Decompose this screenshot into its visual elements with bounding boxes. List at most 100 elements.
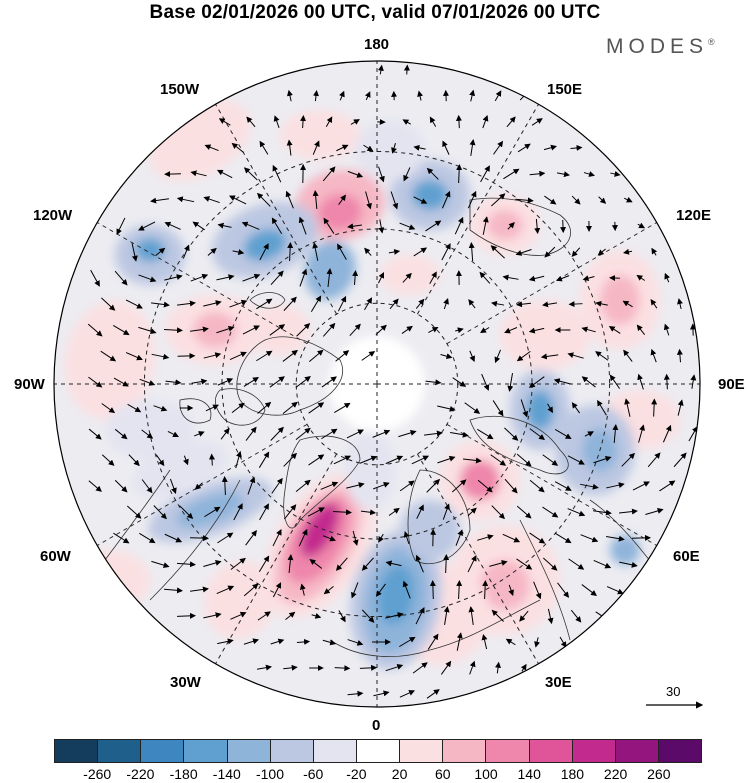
wind-arrow (338, 194, 346, 206)
wind-arrow (378, 533, 384, 543)
wind-arrow (231, 402, 245, 414)
wind-arrow (217, 638, 234, 645)
reference-vector-label: 30 (666, 684, 681, 699)
wind-arrow (258, 555, 270, 572)
wind-arrow (347, 223, 362, 230)
wind-arrow (502, 274, 519, 281)
wind-arrow (425, 220, 442, 232)
wind-arrow (203, 612, 222, 619)
wind-arrow (567, 508, 586, 517)
wind-arrow (131, 243, 138, 262)
wind-arrow (593, 509, 612, 516)
map-boundary (53, 60, 701, 708)
wind-arrow (167, 430, 179, 438)
anomaly-region (412, 180, 448, 210)
wind-arrow (413, 144, 426, 151)
colorbar-segment (226, 739, 270, 763)
wind-arrow (690, 374, 697, 389)
modes-logo: MODES® (606, 35, 715, 58)
wind-arrow (375, 324, 387, 335)
wind-arrow (477, 479, 493, 493)
wind-arrow (469, 139, 476, 157)
wind-arrow (388, 507, 400, 516)
lon-label-60w: 60W (40, 548, 71, 565)
lon-label-120w: 120W (33, 207, 73, 224)
wind-arrow (662, 424, 672, 443)
meridian-line (446, 423, 657, 546)
wind-arrow (443, 298, 449, 310)
wind-arrow (411, 455, 430, 465)
wind-arrow (516, 453, 532, 467)
anomaly-region (355, 120, 425, 180)
anomaly-region (135, 238, 165, 262)
wind-arrow (182, 244, 190, 259)
wind-arrow (555, 275, 570, 282)
wind-arrow (659, 480, 676, 492)
wind-arrow (650, 298, 658, 309)
wind-arrow (361, 557, 374, 571)
wind-arrow (220, 427, 230, 440)
wind-arrow (528, 376, 545, 388)
wind-arrow (467, 190, 477, 209)
wind-arrow (570, 144, 583, 151)
wind-arrow (389, 298, 399, 310)
wind-arrow (426, 689, 440, 699)
lon-label-90w: 90W (14, 376, 45, 393)
wind-arrow (375, 583, 386, 597)
wind-arrow (595, 351, 609, 361)
colorbar-tick-label: -260 (83, 766, 112, 782)
wind-arrow (296, 638, 311, 645)
colorbar-tick-label: -220 (126, 766, 155, 782)
wind-arrow (151, 353, 170, 360)
wind-arrow (259, 140, 269, 155)
wind-arrow (677, 298, 683, 310)
wind-arrow (242, 325, 260, 335)
wind-arrow (312, 190, 319, 210)
wind-arrow (455, 114, 462, 129)
wind-arrow (271, 217, 283, 234)
wind-arrow (515, 197, 534, 204)
wind-arrow (333, 455, 352, 465)
wind-arrow (534, 218, 541, 235)
wind-arrow (492, 400, 504, 417)
wind-arrow (138, 274, 157, 283)
wind-arrow (595, 300, 608, 307)
wind-arrow (101, 403, 116, 414)
meridian-line (215, 453, 338, 664)
wind-arrow (440, 660, 452, 675)
wind-arrow (456, 632, 463, 651)
wind-arrow (350, 119, 360, 125)
wind-arrow (176, 612, 196, 619)
wind-arrow (508, 584, 514, 596)
wind-arrow (113, 532, 130, 544)
wind-arrow (218, 118, 231, 126)
wind-arrow (489, 560, 508, 567)
wind-arrow (190, 170, 207, 177)
wind-arrow (529, 170, 546, 177)
wind-arrow (336, 144, 349, 152)
wind-arrow (544, 195, 557, 205)
wind-arrow (295, 427, 311, 441)
wind-arrow (477, 534, 494, 541)
wind-arrow (191, 378, 208, 385)
wind-arrow (623, 248, 633, 255)
colorbar-tick-label: 180 (560, 766, 585, 782)
wind-arrow (580, 534, 599, 543)
wind-arrow (298, 528, 308, 547)
wind-arrow (139, 378, 156, 386)
colorbar (54, 739, 703, 763)
coastline (215, 388, 266, 426)
wind-arrow (373, 690, 390, 697)
wind-arrow (581, 376, 596, 388)
wind-arrow (529, 428, 545, 441)
wind-arrow (296, 323, 311, 337)
wind-arrow (194, 431, 205, 437)
wind-arrow (203, 300, 222, 307)
wind-arrow (334, 665, 351, 672)
coastline (179, 398, 212, 424)
wind-arrow (482, 216, 489, 235)
wind-arrow (560, 219, 567, 234)
wind-arrow (632, 481, 650, 491)
meridian-line (416, 453, 539, 664)
wind-arrow (163, 587, 183, 594)
